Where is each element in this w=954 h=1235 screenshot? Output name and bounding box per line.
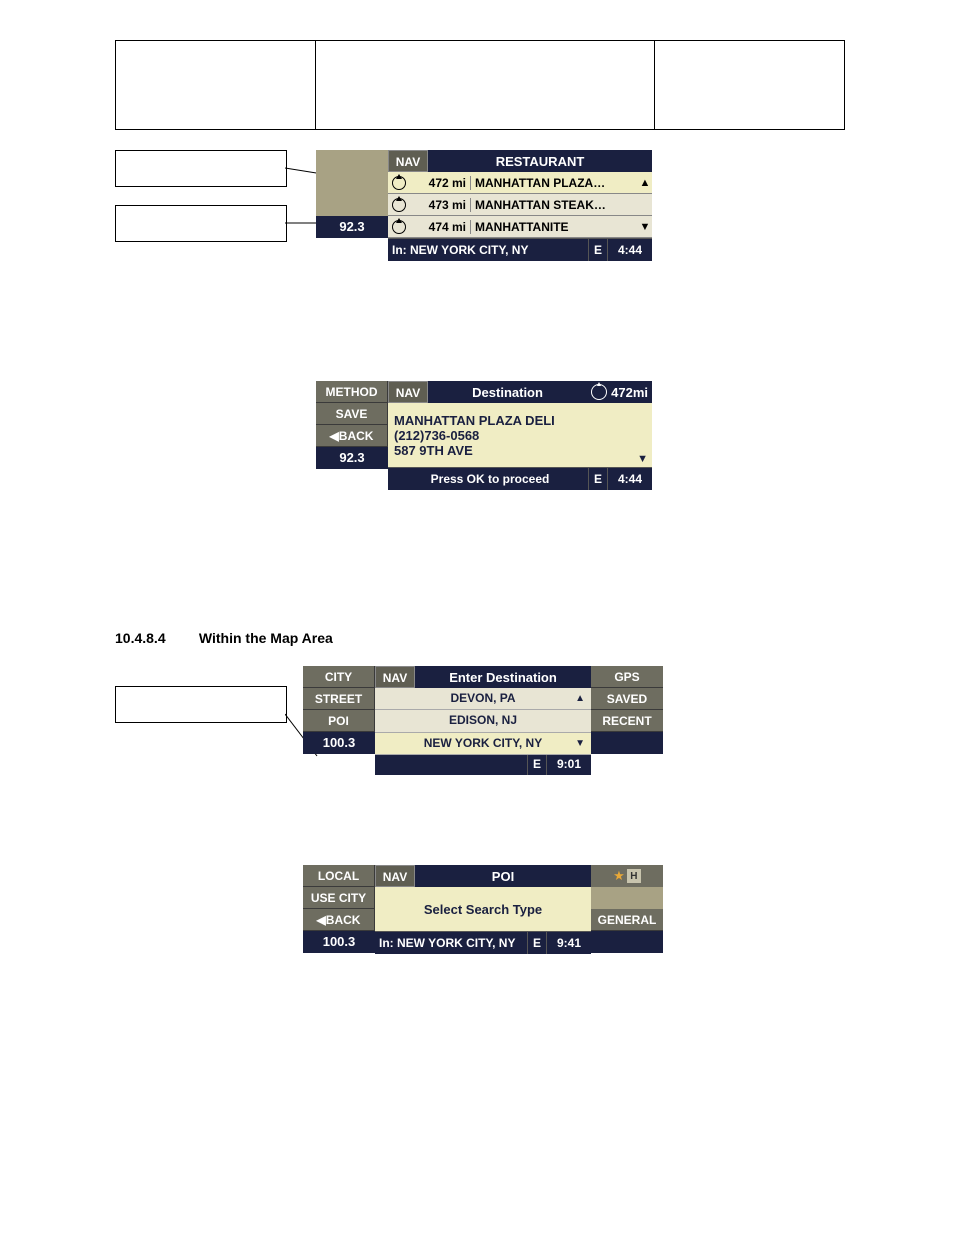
dest-address: 587 9TH AVE [394,443,646,458]
screen-restaurant-list: 92.3 NAV RESTAURANT 472 mi MANHATTAN PLA… [316,150,652,261]
section-heading: 10.4.8.4 Within the Map Area [115,630,954,646]
clock: 9:41 [547,936,591,950]
freq-display: 100.3 [303,732,375,754]
back-button[interactable]: ◀BACK [303,909,375,931]
status-bar: Press OK to proceed E 4:44 [388,467,652,490]
distance-value: 474 mi [410,220,471,234]
location-text: In: NEW YORK CITY, NY [388,243,588,257]
dest-phone: (212)736-0568 [394,428,646,443]
list-item[interactable]: DEVON, PA▲ [375,688,591,710]
freq-display: 92.3 [316,216,388,238]
distance-badge: 472mi [611,385,652,400]
use-city-button[interactable]: USE CITY [303,887,375,909]
nav-label: NAV [388,381,428,403]
city-list: DEVON, PA▲ EDISON, NJ NEW YORK CITY, NY▼ [375,688,591,752]
poi-button[interactable]: POI [303,710,375,732]
nav-label: NAV [375,666,415,688]
clock: 4:44 [608,243,652,257]
target-icon [591,384,607,400]
destination-details: MANHATTAN PLAZA DELI (212)736-0568 587 9… [388,403,652,467]
city-button[interactable]: CITY [303,666,375,688]
prompt-body: Select Search Type [375,887,591,931]
poi-name: MANHATTANITE [471,220,638,234]
screen-poi-search-type: LOCAL USE CITY ◀BACK 100.3 NAV POI Selec… [303,865,663,954]
dest-name: MANHATTAN PLAZA DELI [394,413,646,428]
h-badge: H [627,869,641,883]
right-button-panel: GPS SAVED RECENT [591,666,663,775]
target-icon [390,218,408,236]
title-text: POI [415,869,591,884]
list-item[interactable]: 473 mi MANHATTAN STEAK… [388,194,652,216]
freq-display: 100.3 [303,931,375,953]
section-number: 10.4.8.4 [115,630,195,646]
list-item[interactable]: NEW YORK CITY, NY▼ [375,733,591,755]
title-bar: NAV Destination 472mi [388,381,652,403]
scroll-down-icon[interactable]: ▼ [637,453,648,465]
title-bar: NAV RESTAURANT [388,150,652,172]
back-button[interactable]: ◀BACK [316,425,388,447]
nav-label: NAV [388,150,428,172]
save-button[interactable]: SAVE [316,403,388,425]
status-bar: In: NEW YORK CITY, NY E 9:41 [375,931,591,954]
scroll-up-icon[interactable]: ▲ [575,688,585,709]
status-bar: E 9:01 [375,752,591,775]
nav-label: NAV [375,865,415,887]
target-icon [390,174,408,192]
section-title: Within the Map Area [199,630,333,646]
saved-button[interactable]: SAVED [591,688,663,710]
callout-box-3 [115,686,287,723]
top-header-table [115,40,845,130]
gps-button[interactable]: GPS [591,666,663,688]
direction-indicator: E [527,932,547,954]
screen-destination-detail: METHOD SAVE ◀BACK 92.3 NAV Destination 4… [316,381,652,490]
right-footer-spacer [591,931,663,953]
callout-box-2 [115,205,287,242]
favorites-button[interactable]: ★ H [591,865,663,887]
prompt-text: Press OK to proceed [388,472,588,486]
scroll-down-icon[interactable]: ▼ [575,733,585,754]
direction-indicator: E [588,239,608,261]
title-text: Destination [428,385,587,400]
list-item[interactable]: EDISON, NJ [375,710,591,732]
local-button[interactable]: LOCAL [303,865,375,887]
poi-name: MANHATTAN STEAK… [471,198,638,212]
general-button[interactable]: GENERAL [591,909,663,931]
right-spacer [591,887,663,909]
star-icon: ★ [613,868,625,884]
street-button[interactable]: STREET [303,688,375,710]
scroll-down-icon[interactable]: ▼ [638,221,652,233]
distance-value: 473 mi [410,198,471,212]
title-text: RESTAURANT [428,154,652,169]
prompt-text: Select Search Type [424,902,542,917]
list-item[interactable]: 474 mi MANHATTANITE ▼ [388,216,652,238]
title-bar: NAV Enter Destination [375,666,591,688]
screen-enter-destination: CITY STREET POI 100.3 NAV Enter Destinat… [303,666,663,775]
right-footer-spacer [591,732,663,754]
clock: 4:44 [608,472,652,486]
callout-box-1 [115,150,287,187]
scroll-up-icon[interactable]: ▲ [638,177,652,189]
title-text: Enter Destination [415,670,591,685]
status-bar: In: NEW YORK CITY, NY E 4:44 [388,238,652,261]
method-button[interactable]: METHOD [316,381,388,403]
poi-list: 472 mi MANHATTAN PLAZA… ▲ 473 mi MANHATT… [388,172,652,238]
location-text: In: NEW YORK CITY, NY [375,936,527,950]
list-item[interactable]: 472 mi MANHATTAN PLAZA… ▲ [388,172,652,194]
target-icon [390,196,408,214]
recent-button[interactable]: RECENT [591,710,663,732]
freq-display: 92.3 [316,447,388,469]
poi-name: MANHATTAN PLAZA… [471,176,638,190]
direction-indicator: E [527,753,547,775]
right-button-panel: ★ H GENERAL [591,865,663,954]
left-panel-spacer [316,150,388,216]
clock: 9:01 [547,757,591,771]
direction-indicator: E [588,468,608,490]
distance-value: 472 mi [410,176,471,190]
title-bar: NAV POI [375,865,591,887]
